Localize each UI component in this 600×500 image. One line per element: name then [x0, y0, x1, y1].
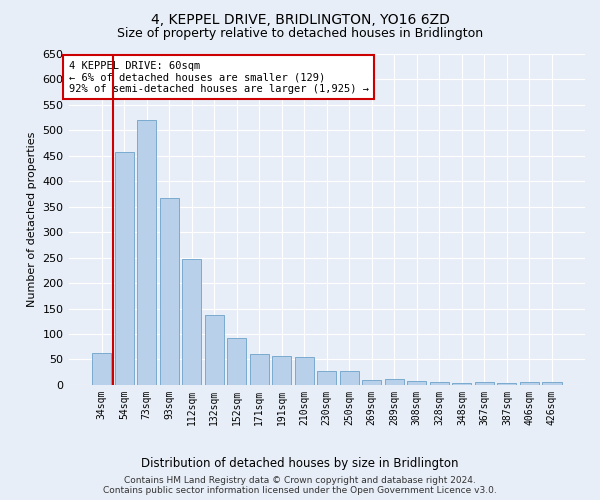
- Bar: [407, 382, 427, 385]
- Bar: [452, 384, 472, 385]
- Text: 4, KEPPEL DRIVE, BRIDLINGTON, YO16 6ZD: 4, KEPPEL DRIVE, BRIDLINGTON, YO16 6ZD: [151, 12, 449, 26]
- Y-axis label: Number of detached properties: Number of detached properties: [27, 132, 37, 307]
- Bar: [182, 258, 201, 385]
- Text: 4 KEPPEL DRIVE: 60sqm
← 6% of detached houses are smaller (129)
92% of semi-deta: 4 KEPPEL DRIVE: 60sqm ← 6% of detached h…: [68, 60, 368, 94]
- Bar: [317, 371, 337, 385]
- Bar: [497, 384, 517, 385]
- Bar: [160, 198, 179, 385]
- Bar: [115, 152, 134, 385]
- Text: Distribution of detached houses by size in Bridlington: Distribution of detached houses by size …: [141, 458, 459, 470]
- Bar: [542, 382, 562, 385]
- Bar: [475, 382, 494, 385]
- Bar: [205, 314, 224, 385]
- Text: Size of property relative to detached houses in Bridlington: Size of property relative to detached ho…: [117, 28, 483, 40]
- Bar: [520, 382, 539, 385]
- Bar: [137, 120, 156, 385]
- Bar: [385, 380, 404, 385]
- Bar: [272, 356, 292, 385]
- Bar: [295, 357, 314, 385]
- Bar: [227, 338, 246, 385]
- Text: Contains HM Land Registry data © Crown copyright and database right 2024.
Contai: Contains HM Land Registry data © Crown c…: [103, 476, 497, 495]
- Bar: [250, 354, 269, 385]
- Bar: [340, 371, 359, 385]
- Bar: [430, 382, 449, 385]
- Bar: [92, 354, 111, 385]
- Bar: [362, 380, 382, 385]
